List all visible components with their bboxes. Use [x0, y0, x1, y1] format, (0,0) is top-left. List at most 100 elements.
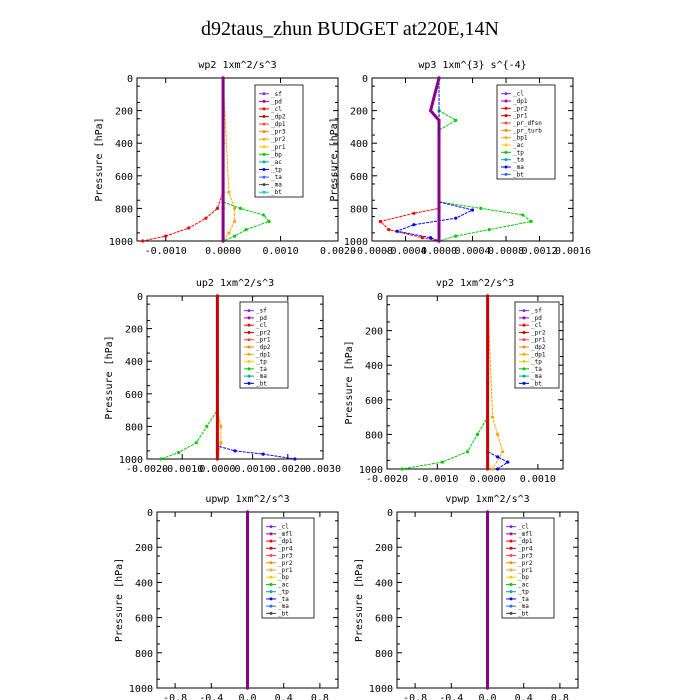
- legend-marker: [509, 539, 513, 543]
- series-point: [496, 467, 500, 471]
- legend-marker: [522, 316, 526, 320]
- legend-marker: [509, 568, 513, 572]
- legend-marker: [504, 172, 508, 176]
- legend-entry: _pr2: [513, 105, 528, 112]
- x-tick-label: 0.0000: [199, 464, 235, 475]
- legend-entry: _pr_turb: [513, 127, 542, 134]
- series-point: [429, 236, 433, 240]
- plot-frame: [146, 295, 324, 460]
- legend-entry: _ma: [531, 373, 542, 380]
- legend-marker: [247, 381, 251, 385]
- legend-entry: _tp: [513, 149, 524, 156]
- x-tick-label: 0.0008: [488, 246, 524, 257]
- y-tick-label: 0: [137, 292, 143, 303]
- legend-entry: _dp1: [256, 351, 271, 358]
- y-tick-label: 400: [135, 578, 153, 589]
- legend-entry: _dp1: [531, 351, 546, 358]
- legend-entry: _dp1: [518, 538, 533, 545]
- legend-entry: _ac: [278, 581, 289, 588]
- legend-entry: _tp: [278, 589, 289, 596]
- series-point: [485, 686, 490, 690]
- series-point: [437, 76, 441, 80]
- series-point: [470, 208, 475, 212]
- legend-entry: _bt: [531, 380, 542, 387]
- series-line: [428, 77, 441, 241]
- x-tick-label: -0.0008: [351, 246, 393, 257]
- series-point: [205, 424, 209, 428]
- legend-entry: _pr1: [271, 144, 286, 151]
- y-tick-label: 1000: [109, 237, 133, 248]
- legend-marker: [522, 360, 526, 364]
- series-point: [412, 211, 416, 215]
- x-tick-label: -0.8: [403, 693, 427, 700]
- legend-entry: _pr2: [278, 560, 293, 567]
- legend-marker: [269, 590, 273, 594]
- legend-marker: [269, 582, 273, 586]
- series-point: [387, 227, 391, 232]
- legend-entry: _ac: [513, 142, 524, 149]
- series-point: [487, 227, 491, 232]
- legend-marker: [262, 168, 266, 171]
- legend-entry: _ma: [518, 603, 529, 610]
- legend-marker: [509, 525, 513, 529]
- series-point: [378, 219, 382, 224]
- legend-marker: [509, 546, 513, 550]
- y-tick-label: 600: [375, 614, 393, 625]
- y-tick-label: 400: [350, 139, 368, 150]
- legend-entry: _dp2: [271, 114, 286, 121]
- panel-4: vp2 1xm^2/s^3 0 200 400 600 800 1000-0.0020 -0.…: [344, 278, 564, 485]
- x-tick-label: -0.0020: [366, 474, 408, 485]
- y-tick-label: 1000: [119, 455, 143, 466]
- panel-title: upwp 1xm^2/s^3: [205, 494, 289, 505]
- legend-marker: [522, 374, 526, 378]
- series-point: [187, 226, 191, 230]
- legend-entry: _ta: [271, 174, 282, 181]
- x-tick-label: 0.0000: [421, 246, 457, 257]
- y-tick-label: 600: [125, 390, 143, 401]
- legend-entry: _mfl: [278, 531, 293, 538]
- legend-box: [239, 301, 289, 389]
- legend-marker: [504, 150, 508, 154]
- legend-marker: [509, 561, 513, 565]
- legend-entry: _ta: [278, 596, 289, 603]
- series-point: [479, 206, 483, 210]
- legend-marker: [247, 345, 251, 349]
- plot-frame: [136, 77, 339, 242]
- legend-entry: _dp1: [513, 98, 528, 105]
- legend-marker: [269, 539, 273, 543]
- series-point: [485, 294, 490, 298]
- legend-marker: [247, 338, 251, 342]
- y-tick-label: 800: [115, 204, 133, 215]
- series-point: [261, 213, 265, 217]
- legend-marker: [262, 130, 266, 134]
- legend-entry: _cl: [256, 322, 267, 329]
- series-point: [159, 457, 163, 461]
- legend-entry: _mfl: [518, 531, 533, 538]
- x-tick-label: 0.0016: [555, 246, 591, 257]
- legend-entry: _pr2: [518, 560, 533, 567]
- legend-entry: _dp1: [278, 538, 293, 545]
- legend-entry: _pd: [271, 98, 282, 105]
- series-point: [261, 452, 265, 456]
- panel-title: vpwp 1xm^2/s^3: [445, 494, 529, 505]
- y-tick-label: 1000: [359, 465, 383, 476]
- series-point: [215, 206, 219, 210]
- legend-entry: _pr4: [518, 545, 533, 552]
- series-line: [487, 295, 504, 470]
- panel-title: vp2 1xm^2/s^3: [436, 278, 514, 289]
- legend-marker: [247, 360, 251, 364]
- legend-marker: [504, 114, 508, 118]
- legend-marker: [504, 92, 508, 96]
- legend-marker: [522, 381, 526, 385]
- series-point: [429, 109, 433, 113]
- series-point: [221, 141, 225, 145]
- series-line: [142, 78, 224, 242]
- series-point: [219, 441, 223, 445]
- series-point: [437, 118, 441, 122]
- legend-entry: _pd: [256, 315, 267, 322]
- series-line: [222, 78, 270, 242]
- series-point: [506, 460, 510, 464]
- legend-entry: _ma: [256, 373, 267, 380]
- y-tick-label: 800: [125, 422, 143, 433]
